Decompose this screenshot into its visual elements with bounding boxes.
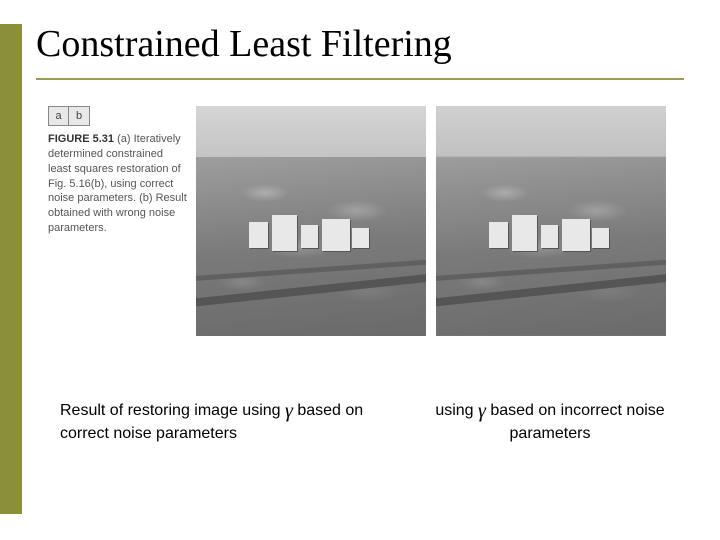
result-image-a: [196, 106, 426, 336]
panel-label-box: a b: [48, 106, 90, 126]
caption-left-part1: Result of restoring image using: [60, 402, 285, 419]
figure-caption-text: FIGURE 5.31 (a) Iteratively determined c…: [48, 132, 188, 236]
caption-right: using γ based on incorrect noise paramet…: [420, 396, 680, 445]
result-image-b: [436, 106, 666, 336]
title-underline: [36, 78, 684, 80]
figure-caption-body: (a) Iteratively determined constrained l…: [48, 133, 187, 234]
panel-label-b: b: [69, 107, 89, 125]
caption-left: Result of restoring image using γ based …: [60, 396, 380, 445]
figure-caption-block: a b FIGURE 5.31 (a) Iteratively determin…: [48, 106, 188, 236]
figure-number: FIGURE 5.31: [48, 133, 114, 145]
caption-right-part1: using: [435, 402, 478, 419]
panel-label-a: a: [49, 107, 69, 125]
slide-title: Constrained Least Filtering: [36, 22, 452, 66]
gamma-symbol: γ: [478, 400, 486, 422]
accent-bar: [0, 24, 22, 514]
caption-right-part2: based on incorrect noise parameters: [486, 402, 665, 442]
gamma-symbol: γ: [285, 400, 293, 422]
figure-area: a b FIGURE 5.31 (a) Iteratively determin…: [48, 106, 668, 366]
